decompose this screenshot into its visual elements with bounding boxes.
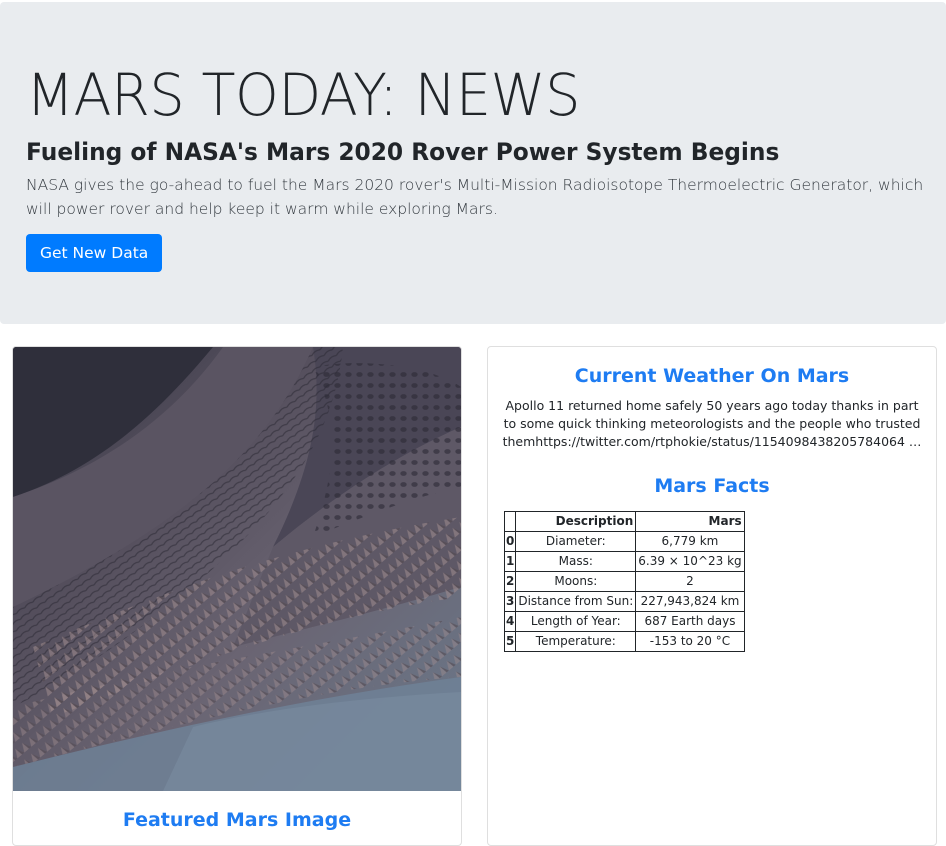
table-row: 5 Temperature: -153 to 20 °C	[503, 631, 745, 652]
row-value: 2	[635, 571, 745, 592]
jumbotron: MARS TODAY: NEWS Fueling of NASA's Mars …	[0, 2, 946, 324]
featured-image-card: Featured Mars Image	[12, 346, 462, 846]
table-row: 1 Mass: 6.39 × 10^23 kg	[503, 551, 745, 572]
mars-dunes-image	[13, 347, 461, 791]
row-description: Distance from Sun:	[515, 591, 637, 612]
page-title: MARS TODAY: NEWS	[26, 61, 580, 129]
index-column-header	[503, 511, 517, 532]
row-index: 0	[503, 531, 517, 552]
row-value: 6.39 × 10^23 kg	[635, 551, 745, 572]
row-value: 687 Earth days	[635, 611, 745, 632]
featured-image-title: Featured Mars Image	[122, 809, 352, 831]
facts-title: Mars Facts	[654, 475, 770, 497]
news-title: Fueling of NASA's Mars 2020 Rover Power …	[26, 138, 780, 166]
table-row: 4 Length of Year: 687 Earth days	[503, 611, 745, 632]
table-row: 2 Moons: 2	[503, 571, 745, 592]
row-description: Temperature:	[515, 631, 637, 652]
table-row: 3 Distance from Sun: 227,943,824 km	[503, 591, 745, 612]
row-index: 4	[503, 611, 517, 632]
row-value: 6,779 km	[635, 531, 745, 552]
mars-column-header: Mars	[635, 511, 745, 532]
info-card: Current Weather On Mars Apollo 11 return…	[487, 346, 937, 846]
row-description: Length of Year:	[515, 611, 637, 632]
row-description: Diameter:	[515, 531, 637, 552]
table-row: 0 Diameter: 6,779 km	[503, 531, 745, 552]
news-paragraph: NASA gives the go-ahead to fuel the Mars…	[26, 176, 924, 218]
row-index: 2	[503, 571, 517, 592]
row-index: 5	[503, 631, 517, 652]
row-value: 227,943,824 km	[635, 591, 745, 612]
mars-facts-table: Description Mars 0 Diameter: 6,779 km 1 …	[503, 511, 745, 652]
description-column-header: Description	[515, 511, 637, 532]
row-value: -153 to 20 °C	[635, 631, 745, 652]
row-index: 1	[503, 551, 517, 572]
table-header-row: Description Mars	[503, 511, 745, 532]
row-index: 3	[503, 591, 517, 612]
weather-text: Apollo 11 returned home safely 50 years …	[502, 398, 922, 449]
row-description: Mass:	[515, 551, 637, 572]
get-new-data-button[interactable]: Get New Data	[26, 234, 163, 272]
weather-title: Current Weather On Mars	[574, 365, 850, 387]
row-description: Moons:	[515, 571, 637, 592]
